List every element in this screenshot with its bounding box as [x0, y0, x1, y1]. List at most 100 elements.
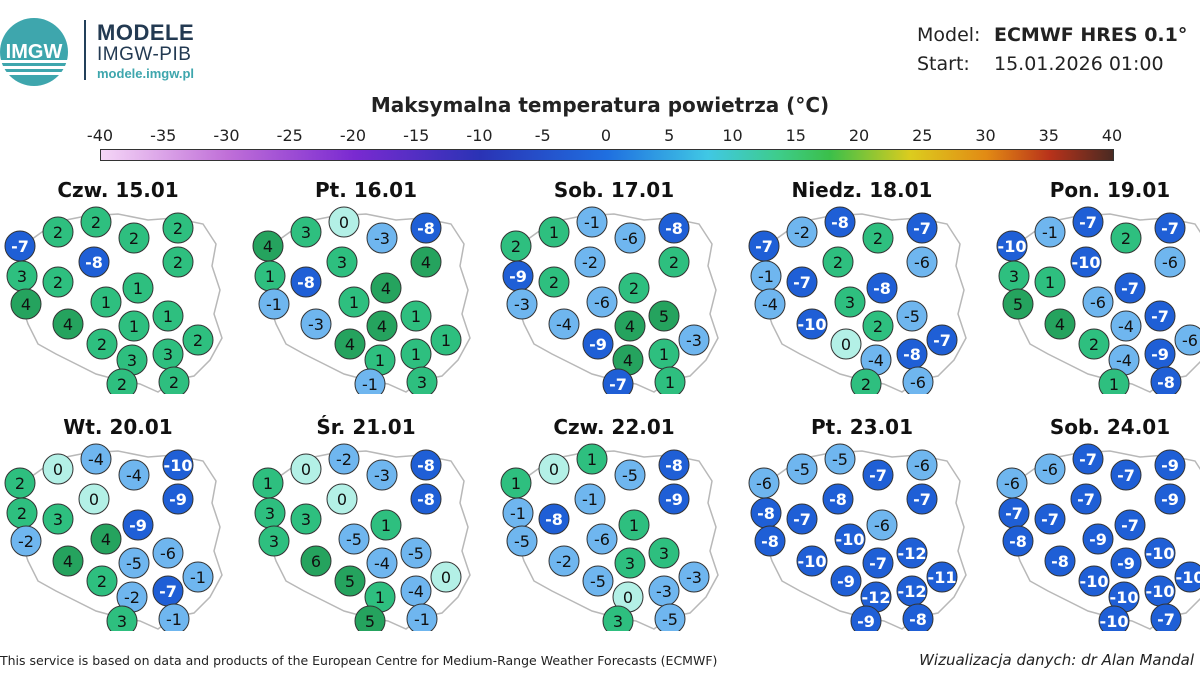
marker-value: 2 [53, 223, 63, 242]
marker-value: 3 [845, 293, 855, 312]
marker-circle [290, 453, 322, 485]
marker-value: -4 [126, 466, 142, 485]
temperature-marker: -10 [1144, 575, 1176, 607]
marker-value: 2 [169, 373, 179, 392]
temperature-marker: 0 [538, 453, 570, 485]
temperature-marker: 0 [42, 453, 74, 485]
temperature-marker: 4 [614, 310, 646, 342]
marker-circle [42, 453, 74, 485]
marker-value: -4 [88, 450, 104, 469]
marker-circle [1174, 561, 1200, 593]
marker-value: 1 [1045, 273, 1055, 292]
marker-value: -3 [514, 295, 530, 314]
marker-circle [1082, 286, 1114, 318]
panel-day-title: Niedz. 18.01 [791, 178, 933, 202]
marker-circle [902, 603, 934, 631]
marker-value: 2 [17, 504, 27, 523]
marker-value: 3 [265, 504, 275, 523]
temperature-marker: 2 [538, 266, 570, 298]
marker-circle [290, 266, 322, 298]
marker-value: 4 [421, 253, 431, 272]
marker-value: -10 [798, 552, 827, 571]
temperature-marker: -2 [786, 216, 818, 248]
temperature-marker: -1 [576, 206, 608, 238]
poland-map: -2 -8 -7 -7 2 -6 2 -1 -7 -8 3 -4 2 -5 -10 0 -4 -8 -7 2 -6 [748, 206, 967, 394]
marker-value: 0 [441, 568, 451, 587]
temperature-marker: -8 [1044, 545, 1076, 577]
temperature-marker: -4 [366, 547, 398, 579]
marker-circle [538, 266, 570, 298]
marker-value: -4 [762, 295, 778, 314]
marker-value: -8 [417, 456, 435, 475]
marker-circle [618, 509, 650, 541]
marker-circle [52, 308, 84, 340]
marker-circle [1110, 547, 1142, 579]
marker-circle [86, 565, 118, 597]
temperature-marker: -5 [506, 525, 538, 557]
marker-value: 4 [63, 315, 73, 334]
temperature-marker: -7 [1150, 603, 1182, 631]
marker-value: -3 [686, 568, 702, 587]
marker-value: 1 [163, 307, 173, 326]
temperature-marker: -7 [1110, 459, 1142, 491]
marker-circle [90, 523, 122, 555]
marker-circle [614, 459, 646, 491]
marker-circle [1154, 212, 1186, 244]
marker-value: -9 [857, 612, 875, 631]
temperature-marker: 4 [366, 310, 398, 342]
temperature-marker: 4 [410, 246, 442, 278]
marker-value: 1 [381, 516, 391, 535]
temperature-marker: 1 [122, 272, 154, 304]
temperature-marker: -1 [1034, 216, 1066, 248]
marker-circle [366, 222, 398, 254]
marker-value: 1 [659, 345, 669, 364]
scale-tick: 15 [785, 126, 806, 145]
temperature-marker: -7 [1072, 443, 1104, 475]
marker-value: -5 [408, 544, 424, 563]
marker-circle [786, 453, 818, 485]
marker-circle [654, 603, 686, 631]
temperature-marker: 2 [86, 565, 118, 597]
marker-value: 5 [659, 307, 669, 326]
marker-circle [582, 565, 614, 597]
marker-circle [1110, 459, 1142, 491]
brand-url[interactable]: modele.imgw.pl [97, 66, 195, 81]
temperature-marker: -8 [822, 483, 854, 515]
marker-circle [576, 443, 608, 475]
marker-circle [162, 246, 194, 278]
marker-circle [1044, 545, 1076, 577]
temperature-marker: 1 [400, 338, 432, 370]
logo-text: IMGW [6, 41, 63, 63]
marker-value: -8 [417, 219, 435, 238]
temperature-marker: -6 [586, 523, 618, 555]
marker-circle [1072, 443, 1104, 475]
marker-value: 5 [345, 572, 355, 591]
marker-circle [896, 300, 928, 332]
marker-value: 1 [375, 588, 385, 607]
marker-circle [328, 206, 360, 238]
scale-tick: 0 [600, 126, 612, 145]
temperature-marker: -1 [258, 288, 290, 320]
marker-circle [862, 310, 894, 342]
temperature-marker: 1 [338, 286, 370, 318]
chart-title: Maksymalna temperatura powietrza (°C) [370, 93, 830, 117]
temperature-marker: 2 [106, 368, 138, 394]
marker-value: -8 [829, 490, 847, 509]
marker-value: -5 [514, 532, 530, 551]
marker-value: 4 [625, 317, 635, 336]
temperature-marker: 3 [42, 503, 74, 535]
marker-value: -3 [308, 315, 324, 334]
marker-value: -10 [1146, 544, 1175, 563]
temperature-marker: -2 [574, 246, 606, 278]
temperature-marker: 0 [326, 483, 358, 515]
marker-circle [574, 246, 606, 278]
marker-circle [410, 246, 442, 278]
marker-circle [506, 525, 538, 557]
marker-circle [786, 266, 818, 298]
marker-circle [338, 523, 370, 555]
marker-circle [906, 449, 938, 481]
marker-value: -6 [1182, 331, 1198, 350]
panel-day-title: Sob. 17.01 [553, 178, 675, 202]
marker-circle [162, 483, 194, 515]
marker-circle [824, 443, 856, 475]
